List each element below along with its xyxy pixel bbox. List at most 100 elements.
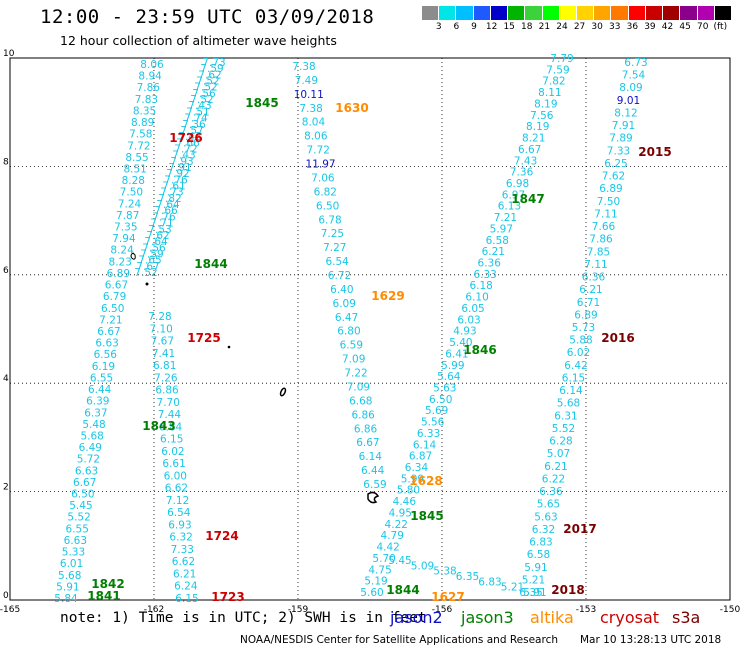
color-scale-label: 12: [485, 22, 498, 32]
pass-time-label: 1843: [142, 419, 175, 433]
color-scale-label: 27: [573, 22, 586, 32]
swh-value-label: 8.55: [125, 152, 148, 164]
swh-value-label: 6.50: [316, 200, 339, 212]
swh-value-label: 7.59: [200, 63, 223, 75]
color-scale-swatch: [542, 6, 560, 20]
swh-value-label: 5.69: [425, 405, 448, 417]
lat-tick-label: 10: [3, 49, 15, 59]
swh-value-label: 6.21: [579, 284, 602, 296]
swh-value-label: 5.09: [411, 560, 434, 572]
swh-value-label: 6.33: [417, 428, 440, 440]
swh-value-label: 6.71: [577, 297, 600, 309]
color-scale-label: 24: [556, 22, 568, 32]
swh-value-label: 6.59: [340, 340, 363, 352]
swh-value-label: 6.50: [429, 394, 452, 406]
color-scale-label: 18: [521, 22, 533, 32]
swh-value-label: 7.09: [342, 354, 365, 366]
color-scale-label: 15: [503, 22, 515, 32]
swh-value-label: 5.64: [437, 371, 461, 383]
color-scale-swatch: [473, 6, 491, 20]
swh-value-label: 7.59: [546, 64, 569, 76]
swh-value-label: 4.93: [453, 326, 476, 338]
swh-value-label: 4.46: [393, 496, 417, 508]
swh-value-label: 7.62: [602, 171, 625, 183]
color-scale-swatches: [422, 6, 732, 20]
swh-value-label: 5.21: [522, 574, 545, 586]
swh-value-label: 6.79: [103, 291, 126, 303]
swh-value-label: 7.56: [142, 242, 166, 254]
swh-value-label: 5.63: [433, 382, 456, 394]
swh-value-label: 7.72: [127, 140, 150, 152]
color-scale-swatch: [456, 6, 474, 20]
swh-value-label: 7.72: [174, 143, 197, 155]
legend-item-jason2: jason2: [390, 608, 443, 627]
color-scale-swatch: [645, 6, 664, 20]
swh-value-label: 6.86: [354, 423, 378, 435]
swh-value-label: 5.65: [537, 499, 560, 511]
swh-value-label: 7.83: [135, 94, 158, 106]
swh-value-label: 7.61: [162, 181, 185, 193]
swh-value-label: 7.52: [134, 267, 157, 279]
swh-value-label: 7.73: [202, 57, 225, 69]
swh-value-label: 7.71: [150, 218, 173, 230]
lat-tick-label: 4: [3, 374, 9, 384]
swh-value-label: 6.39: [86, 396, 109, 408]
swh-value-label: 7.10: [149, 323, 172, 335]
color-scale-swatch: [714, 6, 732, 20]
swh-value-label: 7.66: [154, 205, 178, 217]
swh-value-label: 5.72: [77, 454, 100, 466]
pass-time-label: 1630: [335, 101, 368, 115]
color-scale-swatch: [628, 6, 646, 20]
color-scale-swatch: [594, 6, 612, 20]
swh-value-label: 7.74: [184, 113, 208, 125]
swh-value-label: 6.55: [66, 523, 89, 535]
color-scale-label: 42: [661, 22, 674, 32]
swh-value-label: 5.68: [58, 570, 81, 582]
color-scale-bar: 3 6 9 12 15 18 21 24 27 30 33 36 39 42 45 70 (ft): [422, 6, 732, 36]
swh-value-label: 6.61: [162, 458, 185, 470]
lon-tick-label: -150: [720, 605, 740, 615]
color-scale-labels: 3 6 9 12 15 18 21 24 27 30 33 36 39 42 45 70 (ft): [422, 22, 732, 36]
swh-value-label: 5.38: [433, 566, 456, 578]
swh-value-label: 7.76: [164, 174, 188, 186]
color-scale-label: 45: [679, 22, 691, 32]
pass-time-label: 2016: [601, 331, 634, 345]
page-title: 12:00 - 23:59 UTC 03/09/2018: [40, 6, 375, 28]
swh-value-label: 6.83: [529, 537, 552, 549]
lat-tick-label: 8: [3, 157, 9, 167]
swh-value-label: 7.52: [190, 94, 213, 106]
swh-value-label: 4.79: [381, 530, 404, 542]
swh-value-label: 6.56: [94, 349, 118, 361]
swh-value-label: 6.67: [105, 280, 128, 292]
island-outline: [130, 252, 136, 260]
swh-value-label: 7.72: [307, 145, 330, 157]
swh-value-label: 4.42: [376, 542, 399, 554]
swh-value-label: 6.02: [161, 446, 184, 458]
swh-value-label: 6.19: [92, 361, 115, 373]
swh-value-label: 6.54: [325, 256, 349, 268]
swh-value-label: 5.88: [569, 335, 592, 347]
swh-value-label: 6.36: [478, 258, 502, 270]
swh-value-label: 7.52: [194, 82, 217, 94]
color-scale-label: 30: [591, 22, 603, 32]
swh-value-label: 6.33: [473, 269, 496, 281]
swh-value-label: 8.19: [526, 121, 549, 133]
swh-value-label: 7.51: [186, 106, 209, 118]
swh-value-label: 6.72: [328, 270, 351, 282]
color-scale-swatch: [663, 6, 681, 20]
swh-value-label: 8.09: [619, 82, 642, 94]
color-scale-swatch: [611, 6, 629, 20]
swh-value-label: 4.22: [385, 519, 408, 531]
swh-value-label: 6.68: [349, 395, 372, 407]
swh-value-label: 7.26: [154, 372, 178, 384]
lat-tick-label: 6: [3, 266, 9, 276]
swh-value-label: 7.11: [584, 259, 607, 271]
pass-time-label: 2017: [563, 522, 596, 536]
swh-value-label: 8.94: [138, 71, 162, 83]
color-scale-label: 3: [435, 22, 442, 32]
swh-value-label: 7.82: [542, 76, 565, 88]
swh-value-label: 5.60: [360, 587, 383, 599]
pass-time-label: 1726: [169, 131, 202, 145]
